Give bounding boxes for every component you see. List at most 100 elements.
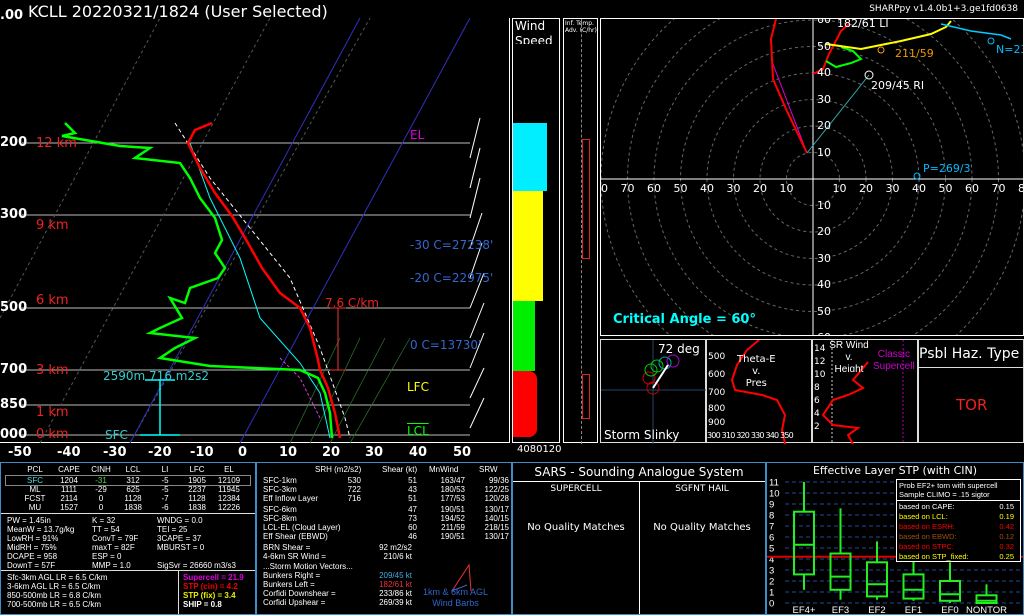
wind-barbs-icon [451,563,472,592]
parcel-cell: 1905 [188,476,206,485]
motion-value: 269/39 kt [379,598,412,607]
x-label: 20 [859,182,873,195]
stp-box [975,594,998,605]
x-label: 30 [726,182,741,195]
freezing-height: 0 C=13730' [410,338,482,352]
parcel-cell: 1128 [188,494,206,503]
skewt-plot [0,18,485,443]
selected-parcel-row[interactable] [5,475,251,486]
theta-e-title: Theta-E v. Pres [737,354,776,389]
stp-y-tick: 4 [769,555,774,566]
skewt-panel[interactable]: .00 200 300 500 700 850 000 12 km 9 km 6… [0,8,510,443]
wind-barbs-legend: 1km & 6km AGL Wind Barbs [423,587,489,608]
window-title: KCLL 20220321/1824 (User Selected) [28,2,328,21]
parcel-cell: 12384 [217,494,241,503]
stp-y-tick: 3 [769,566,774,577]
hazard-type: TOR [956,396,988,414]
wind-speed-panel: Wind Speed 4080120 [512,18,562,455]
stp-y-tick: 2 [769,577,774,588]
x-label: 80 [1018,182,1023,195]
stp-box [902,573,925,600]
mean-wind-label: 211/59 [895,47,934,60]
ring-label: 40 [817,66,831,79]
wind-band-cyan [513,123,547,191]
temp-tick: -30 [103,445,127,460]
ring-label: 60 [817,18,831,26]
hodo-trace-red2 [812,23,850,75]
sars-panel: SARS - Sounding Analogue System SUPERCEL… [512,462,766,615]
ship: SHIP = 0.8 [183,600,222,609]
lapse-rate: 700-500mb LR = 6.5 C/km [7,600,102,609]
ring-label: 10 [817,145,831,159]
stp-category: EF3 [832,605,849,614]
eff-inflow-bracket [140,379,180,436]
upshear-label: N=23 [996,43,1023,56]
x-label: 40 [912,182,926,195]
index-value: ConvT = 79F [92,534,139,543]
sars-hail-header: SGFNT HAIL [675,484,729,494]
prob-label: based on EBWD: [899,532,957,541]
hodo-trace-cyan [940,23,1012,40]
x-label: 20 [753,182,767,195]
kin-cell: SFC-1km [263,476,297,485]
wind-band-green [513,301,535,371]
index-value: DownT = 57F [7,561,56,570]
x-label: 50 [673,182,688,195]
prob-value: 0.15 [999,502,1014,511]
wetbulb-trace [189,142,331,439]
parcel-cell: -29 [95,485,107,494]
pressure-label: 200 [0,135,28,150]
theta-x-ticks: 300 310 320 330 340 350 [707,431,794,440]
critical-angle: Critical Angle = 60° [613,312,756,327]
x-label: 70 [620,182,635,195]
kin-cell: 60 [408,523,417,532]
hodograph-panel[interactable]: 182/61 LI 209/45 RI 211/59 N=23 P=269/3 … [600,18,1024,336]
kin-header: SRH (m2/s2) [315,465,362,474]
prob-value: 0.25 [999,552,1014,561]
parcel-header: LI [161,465,169,474]
kin-cell: 194/52 [440,514,465,523]
sr46-label: 4-6km SR Wind = [263,552,326,561]
kin-cell: 120/28 [484,494,509,503]
storm-motion-header: ...Storm Motion Vectors... [263,562,353,571]
kin-header: SRW [479,465,498,474]
y-label: 10 [817,198,831,212]
kin-cell: 218/15 [484,523,509,532]
prob-climo: Sample CLIMO = .15 sigtor [899,490,990,499]
right-mover-label: 209/45 RI [871,79,925,92]
upshear-marker [987,37,995,45]
x-label: 70 [991,182,1006,195]
height-label: 3 km [36,363,69,378]
parcel-cell: 1527 [60,503,78,512]
prob-title: Prob EF2+ torn with supercell [899,481,998,490]
parcel-header: PCL [27,465,43,474]
index-value: 3CAPE = 37 [157,534,202,543]
index-value: MeanW = 13.7g/kg [7,525,75,534]
wind-speed-axis: 4080120 [517,444,562,455]
prob-value: 0.32 [999,542,1014,551]
kin-cell: LCL-EL (Cloud Layer) [263,523,341,532]
kin-cell: 163/47 [440,476,465,485]
divider [178,570,179,614]
sars-supercell-result: No Quality Matches [527,522,625,533]
kin-cell: 46 [408,532,417,541]
kin-cell: 130/17 [484,532,509,541]
ring-label: 20 [817,119,831,132]
temp-advection-panel: Inf. Temp. Adv. (C/hr) [563,18,598,444]
mean-wind-marker [877,46,885,54]
stp-y-tick: 9 [769,500,774,511]
kin-cell: 47 [408,505,417,514]
lapse-rate-bracket [330,307,346,371]
lcl-label: LCL [407,424,429,438]
temp-axis: -50 -40 -30 -20 -10 0 10 20 30 40 50 [0,445,510,460]
stp-title: Effective Layer STP (with CIN) [812,464,978,477]
parcel-cell: 1128 [124,494,142,503]
prob-label: based on STP_fixed: [899,552,969,561]
temp-tick: 10 [279,445,298,460]
theta-y-tick: 800 [708,404,726,414]
motion-value: 233/86 kt [379,589,412,598]
parcel-cell: -5 [161,485,169,494]
kin-cell: 140/15 [484,514,509,523]
x-label: 40 [700,182,714,195]
kin-header: Shear (kt) [382,465,418,474]
